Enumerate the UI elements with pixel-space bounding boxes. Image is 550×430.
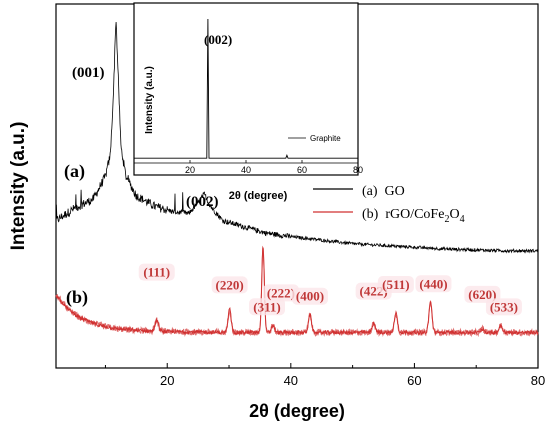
peak-label: (620)	[468, 287, 496, 302]
annotation-go-001: (001)	[72, 65, 105, 81]
peak-label-background	[249, 298, 286, 316]
series-tag-b: (b)	[66, 287, 88, 308]
series-line-go	[55, 21, 539, 254]
peak-label-background	[262, 284, 299, 302]
y-axis-label: Intensity (a.u.)	[8, 122, 29, 251]
x-tick-label: 20	[160, 373, 174, 388]
peak-label: (440)	[419, 276, 447, 291]
peak-label: (111)	[143, 265, 170, 280]
peak-label-background	[211, 276, 248, 294]
peak-label: (220)	[216, 277, 244, 292]
peak-label-background	[415, 275, 452, 293]
x-axis-label: 2θ (degree)	[249, 401, 345, 421]
x-tick-label: 80	[531, 373, 545, 388]
inset-x-tick-label: 20	[185, 165, 195, 175]
peak-label-background	[138, 263, 175, 281]
inset-annotation-002: (002)	[204, 32, 232, 47]
series-line-rgo-cofe2o4	[55, 245, 539, 336]
x-tick-label: 60	[407, 373, 421, 388]
inset-frame	[133, 2, 359, 176]
inset-x-axis-label: 2θ (degree)	[229, 190, 288, 202]
series-tag-a: (a)	[64, 161, 85, 182]
inset-x-tick-label: 80	[353, 165, 363, 175]
peak-label-background	[485, 298, 522, 316]
peak-label: (222)	[267, 285, 295, 300]
annotation-go-002: (002)	[186, 194, 219, 210]
legend: (a) GO (b) rGO/CoFe2O4	[313, 184, 465, 225]
peak-label-background	[291, 287, 328, 305]
legend-label-rgo-cofe2o4: (b) rGO/CoFe2O4	[362, 207, 465, 225]
peak-label: (533)	[490, 299, 518, 314]
x-tick-label: 40	[284, 373, 298, 388]
inset-x-tick-label: 60	[297, 165, 307, 175]
inset-x-tick-label: 40	[241, 165, 251, 175]
peak-label: (511)	[382, 277, 409, 292]
legend-label-go: (a) GO	[362, 184, 405, 199]
peak-label-background	[377, 275, 414, 293]
inset-y-axis-label: Intensity (a.u.)	[144, 66, 155, 134]
inset-chart: 20 40 60 80 Intensity (a.u.) 2θ (degree) (0…	[133, 2, 363, 202]
peak-label: (311)	[253, 299, 280, 314]
inset-legend-label-graphite: Graphite	[310, 134, 341, 143]
inset-series-line-graphite	[134, 18, 358, 159]
peak-label: (400)	[296, 289, 324, 304]
